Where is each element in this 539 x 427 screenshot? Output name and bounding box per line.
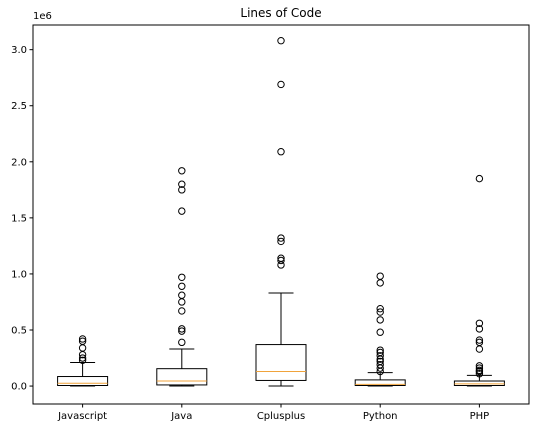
flier-point [78,356,87,364]
y-tick-label: 1.5 [11,213,27,224]
flier-point [376,352,384,360]
flier-point [178,307,186,315]
flier-point [475,366,484,375]
box-iqr [354,379,406,386]
plot-area [57,36,505,387]
box-iqr [156,368,208,386]
flier-point [178,282,186,290]
flier-point [277,80,285,89]
flier-point [475,319,484,327]
flier-point [178,325,186,333]
flier-point [277,237,285,246]
box-php [453,174,505,387]
box-iqr [255,344,307,381]
flier-point [178,338,186,347]
flier-point [376,361,384,369]
flier-point [376,308,384,316]
flier-point [376,328,384,336]
flier-point [277,36,285,45]
box-javascript [57,335,109,387]
x-tick-label: Java [170,411,192,422]
flier-point [376,304,384,313]
flier-point [376,316,384,324]
flier-point [376,346,384,354]
flier-point [178,291,186,299]
x-tick-label: Cplusplus [257,411,305,422]
flier-point [78,335,87,343]
flier-point [277,148,285,156]
x-tick-label: Python [363,411,398,422]
flier-point [277,254,285,262]
box-cplusplus [255,36,307,387]
box-iqr [453,380,505,386]
y-tick-label: 0.5 [11,325,27,336]
y-tick-label: 0.0 [11,382,27,393]
y-axis-offset-label: 1e6 [33,11,52,22]
flier-point [475,362,484,370]
flier-point [178,207,186,215]
flier-point [475,325,484,333]
flier-point [178,180,186,188]
flier-point [178,167,186,175]
box-iqr [57,376,109,386]
flier-point [277,256,285,265]
flier-point [475,345,484,353]
box-python [354,272,406,387]
flier-point [475,174,484,183]
plot-frame [32,24,530,405]
flier-point [475,338,484,347]
flier-point [178,273,186,281]
y-tick-label: 1.0 [11,269,27,280]
box-java [156,167,208,387]
x-tick-label: PHP [470,411,490,422]
flier-point [376,272,384,280]
flier-point [475,364,484,372]
flier-point [78,354,87,362]
flier-point [78,337,87,345]
chart-title: Lines of Code [240,6,321,20]
flier-point [376,357,384,366]
flier-point [178,186,186,194]
flier-point [178,298,186,306]
x-tick-label: Javascript [57,411,107,422]
flier-point [376,279,384,287]
flier-point [277,234,285,242]
y-tick-label: 3.0 [11,45,27,56]
flier-point [376,348,384,357]
flier-point [475,370,484,378]
y-tick-label: 2.0 [11,157,27,168]
y-tick-label: 2.5 [11,101,27,112]
flier-point [475,336,484,344]
flier-point [78,344,87,352]
flier-point [178,327,186,335]
